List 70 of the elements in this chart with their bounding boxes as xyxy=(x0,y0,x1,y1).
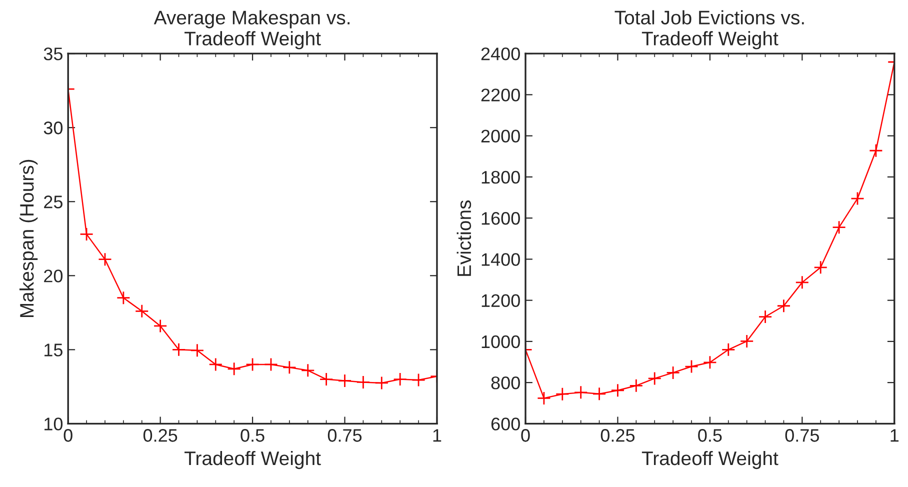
point xyxy=(227,362,242,376)
y-tick-label: 1600 xyxy=(482,212,520,225)
y-tick-label: 1000 xyxy=(482,335,520,348)
point xyxy=(412,373,426,387)
y-tick-label: 600 xyxy=(491,418,520,430)
x-tick-label: 0.75 xyxy=(328,429,362,442)
y-tick-label: 25 xyxy=(44,196,62,208)
point xyxy=(629,378,644,393)
y-tick-label: 15 xyxy=(44,344,62,356)
chart-title: Total Job Evictions vs. Tradeoff Weight xyxy=(614,10,804,50)
chart-title: Average Makespan vs. Tradeoff Weight xyxy=(154,10,350,50)
x-axis-title: Tradeoff Weight xyxy=(642,450,778,470)
x-tick-label: 1 xyxy=(433,429,442,442)
y-tick-label: 20 xyxy=(44,270,63,282)
point xyxy=(153,319,168,333)
point xyxy=(190,343,204,358)
point xyxy=(338,374,352,388)
point xyxy=(666,366,680,380)
y-axis-title: Evictions xyxy=(456,200,472,276)
y-tick-label: 2400 xyxy=(481,48,520,60)
point xyxy=(795,275,810,290)
point xyxy=(172,342,186,357)
point xyxy=(574,385,588,400)
point xyxy=(868,144,883,158)
point xyxy=(356,375,370,390)
point xyxy=(319,372,334,386)
y-tick-label: 800 xyxy=(491,376,520,390)
x-tick-label: 0.5 xyxy=(240,429,264,442)
point xyxy=(684,360,698,374)
point xyxy=(282,360,296,374)
point xyxy=(393,372,408,386)
point xyxy=(134,304,149,318)
point xyxy=(116,290,130,305)
point xyxy=(80,227,94,242)
point xyxy=(850,192,864,206)
x-tick-label: 1 xyxy=(890,429,899,442)
x-axis-title: Tradeoff Weight xyxy=(184,450,321,470)
y-tick-label: 1800 xyxy=(482,170,520,184)
point xyxy=(776,298,791,313)
x-tick-label: 0 xyxy=(521,429,530,442)
point xyxy=(703,355,717,370)
x-tick-label: 0.25 xyxy=(143,429,178,442)
point xyxy=(648,372,662,386)
point xyxy=(721,342,736,357)
point xyxy=(374,376,389,390)
y-tick-label: 1400 xyxy=(482,253,520,266)
point xyxy=(208,358,223,372)
point xyxy=(537,391,551,406)
y-tick-label: 1200 xyxy=(482,294,520,308)
point xyxy=(98,252,112,266)
y-tick-label: 10 xyxy=(44,418,63,430)
y-tick-label: 2200 xyxy=(481,88,520,102)
point xyxy=(264,358,278,372)
point xyxy=(758,310,772,324)
y-axis-title: Makespan (Hours) xyxy=(19,160,38,317)
x-tick-label: 0.25 xyxy=(600,429,635,442)
y-tick-label: 35 xyxy=(44,48,62,60)
point xyxy=(832,220,846,234)
y-tick-label: 30 xyxy=(44,122,63,134)
y-tick-label: 2000 xyxy=(481,130,520,143)
point xyxy=(555,387,570,402)
point xyxy=(814,260,828,274)
x-tick-label: 0.75 xyxy=(785,429,819,442)
point xyxy=(300,363,315,378)
point xyxy=(610,383,625,398)
point xyxy=(592,386,606,401)
x-tick-label: 0 xyxy=(64,429,72,442)
point xyxy=(740,334,754,348)
point xyxy=(246,358,260,372)
x-tick-label: 0.5 xyxy=(698,429,722,442)
